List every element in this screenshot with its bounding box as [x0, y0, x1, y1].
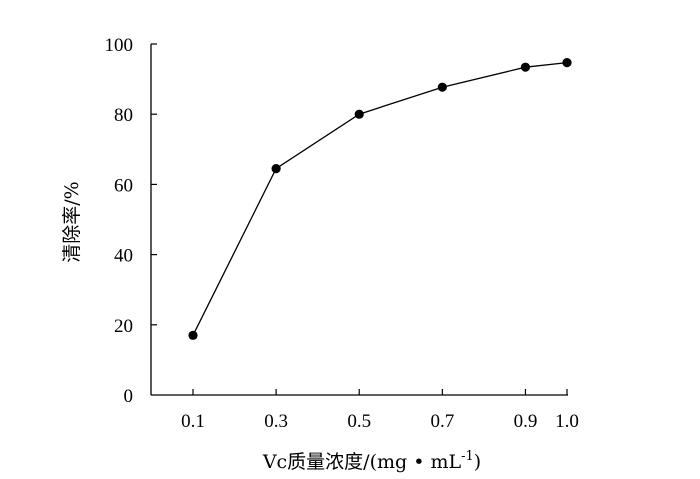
- x-tick-label: 0.3: [264, 411, 288, 432]
- y-tick-label: 20: [114, 316, 133, 337]
- y-axis-ticks: 0 20 40 60 80 100: [105, 35, 157, 407]
- data-point: [188, 330, 198, 340]
- x-axis-label-main: Vc质量浓度/(mg • mL: [262, 451, 462, 473]
- data-point: [271, 164, 281, 174]
- data-point: [437, 82, 447, 92]
- data-point: [354, 109, 364, 119]
- x-axis-label: Vc质量浓度/(mg • mL-1): [262, 449, 481, 473]
- x-tick-label: 0.9: [514, 411, 538, 432]
- x-tick-label: 0.7: [430, 411, 454, 432]
- x-tick-label: 1.0: [555, 411, 579, 432]
- data-series: [188, 58, 572, 340]
- y-tick-label: 0: [124, 386, 134, 407]
- x-tick-label: 0.5: [347, 411, 371, 432]
- y-axis-label: 清除率/%: [61, 181, 83, 262]
- series-line: [192, 61, 568, 336]
- y-tick-label: 60: [114, 175, 133, 196]
- y-tick-label: 100: [105, 35, 134, 56]
- x-axis-ticks: 0.1 0.3 0.5 0.7 0.9 1.0: [181, 389, 579, 432]
- x-axis-label-superscript: -1: [461, 449, 474, 464]
- data-point: [520, 62, 531, 72]
- y-tick-label: 40: [114, 246, 133, 267]
- y-tick-label: 80: [114, 105, 133, 126]
- x-tick-label: 0.1: [181, 411, 205, 432]
- data-point: [562, 58, 572, 68]
- x-axis-label-close: ): [474, 451, 481, 473]
- axes: [150, 44, 568, 396]
